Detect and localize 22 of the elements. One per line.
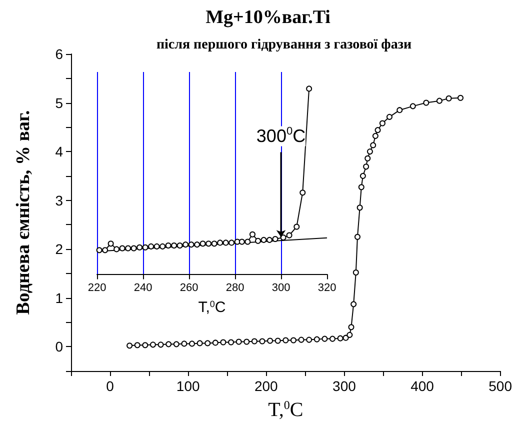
y-tick-label: 4 [55,144,64,160]
x-tick-label: 260 [180,282,198,294]
chart-title: Mg+10%ваг.Ti [206,7,330,28]
y-axis-title: Воднева ємність, % ваг. [13,110,34,315]
y-tick-label: 1 [55,290,64,306]
y-tick-label: 5 [55,94,64,111]
x-tick-label: 240 [134,282,152,294]
x-tick-label: 0 [106,378,114,394]
x-tick-label: 500 [488,378,512,394]
x-tick-label: 280 [226,282,244,294]
y-tick-label: 2 [55,241,64,258]
x-tick-label: 100 [176,378,200,394]
x-tick-label: 200 [254,378,278,394]
x-tick-label: 220 [88,282,106,294]
y-tick-label: 6 [55,46,64,62]
y-tick-label: 0 [55,338,64,355]
y-tick-label: 3 [55,192,64,208]
chart-subtitle: після першого гідрування з газової фази [156,38,412,52]
x-tick-label: 300 [332,378,356,394]
x-tick-label: 300 [272,282,290,294]
x-tick-label: 400 [410,378,434,394]
x-tick-label: 320 [318,282,336,294]
